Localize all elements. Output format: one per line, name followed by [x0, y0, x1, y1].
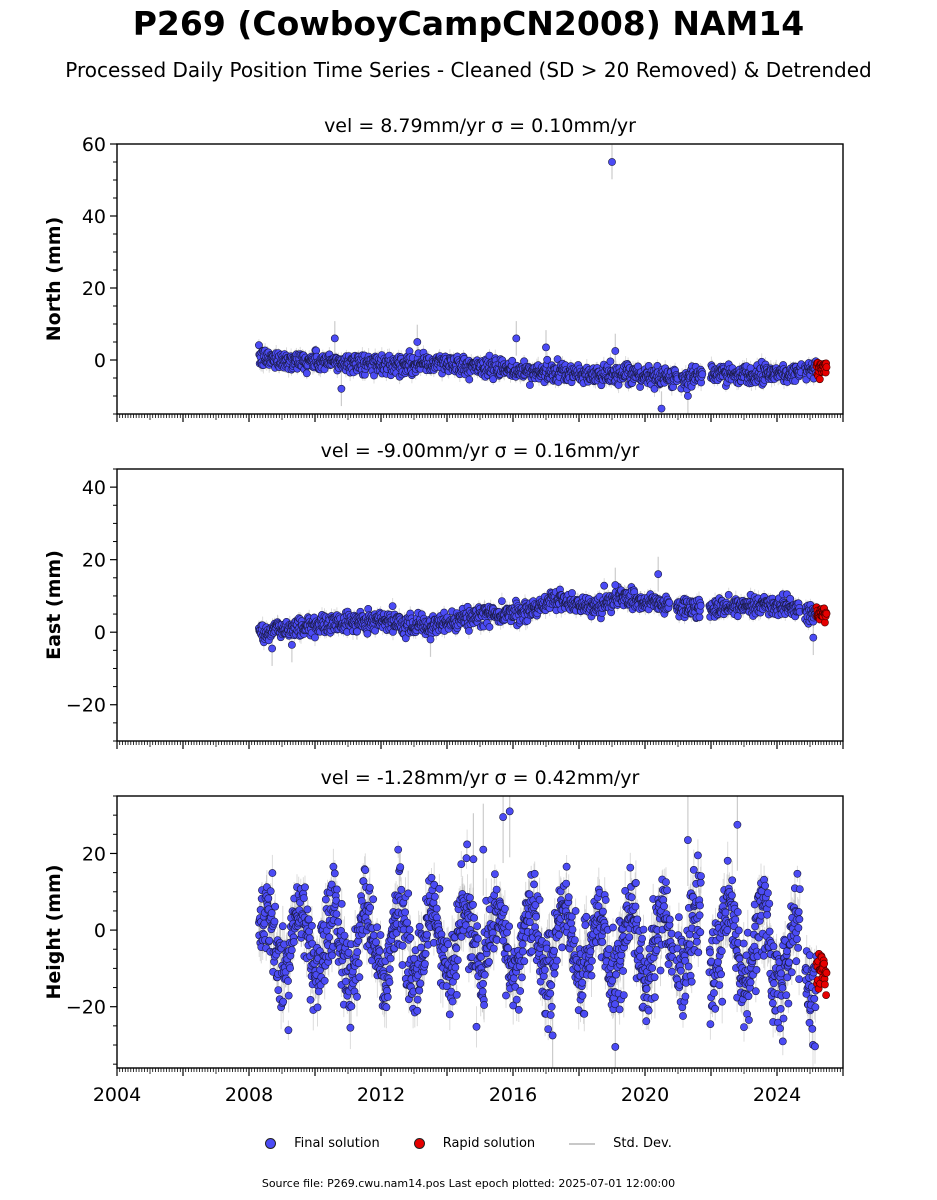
final-point [464, 627, 473, 635]
final-point-outlier [608, 158, 616, 166]
rapid-point [815, 375, 824, 384]
final-point [489, 375, 498, 384]
final-point [302, 369, 311, 378]
final-point [636, 383, 644, 391]
points-east [254, 570, 831, 653]
final-point-outlier [413, 338, 422, 346]
final-point [388, 602, 397, 610]
final-point [543, 355, 552, 364]
stddev-bars-north [258, 144, 817, 414]
final-point [311, 633, 319, 642]
final-point [698, 370, 707, 379]
y-tick-label: 20 [82, 278, 106, 300]
final-point [364, 605, 373, 613]
final-point [508, 356, 517, 365]
panel-title-east: vel = -9.00mm/yr σ = 0.16mm/yr [321, 440, 640, 462]
chart-subtitle: Processed Daily Position Time Series - C… [65, 58, 872, 82]
y-tick-label: 0 [94, 350, 106, 372]
final-point-outlier [611, 347, 620, 355]
time-series-chart: vel = 8.79mm/yr σ = 0.10mm/yr North (mm) 6… [43, 115, 844, 1106]
final-point [254, 341, 263, 350]
final-point-outlier [684, 392, 692, 400]
panel-north: vel = 8.79mm/yr σ = 0.10mm/yr North (mm) 6… [43, 115, 844, 422]
final-point-outlier [330, 334, 339, 343]
y-axis-label-north: North (mm) [43, 217, 65, 342]
points-north [254, 158, 831, 413]
final-point [485, 623, 494, 631]
final-point [465, 375, 474, 384]
rapid-point [822, 363, 831, 371]
final-point [526, 381, 534, 389]
final-point [606, 357, 615, 366]
chart-title: P269 (CowboyCampCN2008) NAM14 [132, 4, 805, 43]
final-point [497, 597, 506, 605]
final-point-outlier [542, 343, 550, 352]
final-point [650, 384, 659, 393]
panel-title-north: vel = 8.79mm/yr σ = 0.10mm/yr [324, 115, 636, 137]
y-tick-label: 40 [82, 206, 106, 228]
final-point [363, 629, 372, 638]
y-axis-label-east: East (mm) [43, 550, 65, 660]
y-tick-label: 60 [82, 134, 106, 156]
final-point-outlier [337, 384, 346, 393]
final-point-outlier [512, 334, 521, 343]
final-point-outlier [657, 404, 666, 413]
